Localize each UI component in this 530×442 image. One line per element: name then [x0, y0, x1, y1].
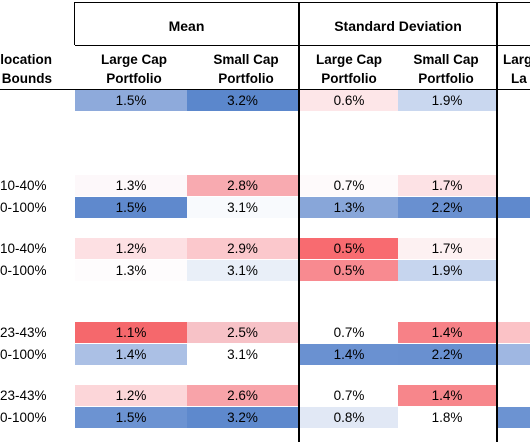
table-cell: 2.5% [187, 322, 298, 343]
header-col5-line1: Larg [503, 52, 530, 67]
table-cell: 1.5% [75, 407, 187, 428]
table-cell: 1.5% [75, 197, 187, 218]
table-cell: 1.7% [398, 238, 496, 259]
table-cell: 1.3% [75, 260, 187, 281]
row-bounds-label: 0-100% [0, 347, 47, 362]
table-row: 10-40% 1.3% 2.8% 0.7% 1.7% [0, 175, 530, 196]
header-allocation-line1: location [0, 52, 52, 67]
row-bounds-label [0, 90, 45, 111]
table-cell: 1.2% [75, 385, 187, 406]
header-allocation-bounds: location Bounds [0, 50, 52, 88]
table-cell: 1.4% [75, 344, 187, 365]
row-bounds-label: 10-40% [0, 178, 47, 193]
header-allocation-line2: Bounds [1, 71, 52, 86]
header-mean-small-cap: Small Cap Portfolio [205, 50, 287, 88]
table-cell: 0.8% [300, 407, 398, 428]
table-cell [498, 407, 530, 428]
table-cell: 0.5% [300, 260, 398, 281]
table-cell: 1.9% [398, 90, 496, 111]
table-cell: 0.5% [300, 238, 398, 259]
table-cell: 1.3% [75, 175, 187, 196]
header-col4-line1: Small Cap [413, 52, 479, 67]
row-bounds-label: 0-100% [0, 200, 47, 215]
row-bounds-label: 0-100% [0, 263, 47, 278]
table-cell: 1.4% [398, 322, 496, 343]
group-divider-stddev-next [496, 2, 498, 442]
table-cell: 1.5% [75, 90, 187, 111]
table-cell: 3.2% [187, 90, 298, 111]
row-bounds-label: 23-43% [0, 388, 47, 403]
table-cell: 1.2% [75, 238, 187, 259]
table-cell [498, 197, 530, 218]
table-cell: 0.7% [300, 175, 398, 196]
mean-left-border [74, 2, 75, 45]
table-row: 0-100% 1.5% 3.1% 1.3% 2.2% [0, 197, 530, 218]
table-row: 23-43% 1.1% 2.5% 0.7% 1.4% [0, 322, 530, 343]
table-cell [498, 322, 530, 343]
table-cell: 1.9% [398, 260, 496, 281]
header-col1-line2: Portfolio [106, 71, 162, 86]
table-cell: 1.3% [300, 197, 398, 218]
table-row: 0-100% 1.3% 3.1% 0.5% 1.9% [0, 260, 530, 281]
row-bounds-label: 0-100% [0, 410, 47, 425]
header-partial-column: Larg La [503, 50, 530, 88]
table-cell: 2.8% [187, 175, 298, 196]
table-cell: 2.2% [398, 197, 496, 218]
header-col3-line2: Portfolio [321, 71, 377, 86]
table-cell [498, 238, 530, 259]
header-col3-line1: Large Cap [315, 52, 383, 67]
table-cell: 3.1% [187, 197, 298, 218]
row-bounds-label: 23-43% [0, 325, 47, 340]
header-stddev-small-cap: Small Cap Portfolio [405, 50, 487, 88]
table-cell: 3.2% [187, 407, 298, 428]
table-cell: 3.1% [187, 344, 298, 365]
table-cell: 0.6% [300, 90, 398, 111]
header-top-rule [75, 2, 530, 3]
row-bounds-label: 10-40% [0, 241, 47, 256]
header-col1-line1: Large Cap [100, 52, 168, 67]
header-col5-line2: La [511, 71, 527, 86]
header-mean-large-cap: Large Cap Portfolio [93, 50, 175, 88]
group-header-rule [75, 45, 530, 46]
table-row: 23-43% 1.2% 2.6% 0.7% 1.4% [0, 385, 530, 406]
table-row: 1.5% 3.2% 0.6% 1.9% [0, 90, 530, 111]
group-title-mean: Mean [168, 18, 205, 34]
table-cell: 2.6% [187, 385, 298, 406]
group-title-standard-deviation: Standard Deviation [334, 18, 462, 34]
table-cell [498, 344, 530, 365]
table-cell: 1.1% [75, 322, 187, 343]
table-cell: 1.8% [398, 407, 496, 428]
table-row: 0-100% 1.4% 3.1% 1.4% 2.2% [0, 344, 530, 365]
table-cell [498, 385, 530, 406]
table-cell: 1.4% [300, 344, 398, 365]
table-cell: 3.1% [187, 260, 298, 281]
table-cell: 0.7% [300, 322, 398, 343]
header-col2-line2: Portfolio [218, 71, 274, 86]
table-cell [498, 90, 530, 111]
table-cell: 2.9% [187, 238, 298, 259]
header-stddev-large-cap: Large Cap Portfolio [308, 50, 390, 88]
table-row: 0-100% 1.5% 3.2% 0.8% 1.8% [0, 407, 530, 428]
table-cell: 1.7% [398, 175, 496, 196]
table-cell: 0.7% [300, 385, 398, 406]
table-cell: 2.2% [398, 344, 496, 365]
table-cell: 1.4% [398, 385, 496, 406]
table-cell [498, 175, 530, 196]
column-header-rule [0, 89, 530, 90]
header-col2-line1: Small Cap [213, 52, 279, 67]
group-divider-mean-stddev [298, 2, 300, 442]
table-row: 10-40% 1.2% 2.9% 0.5% 1.7% [0, 238, 530, 259]
table-cell [498, 260, 530, 281]
header-col4-line2: Portfolio [418, 71, 474, 86]
